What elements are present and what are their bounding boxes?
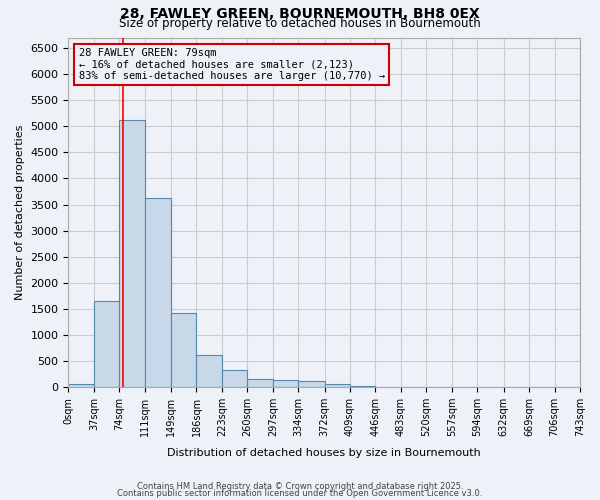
- Text: 28, FAWLEY GREEN, BOURNEMOUTH, BH8 0EX: 28, FAWLEY GREEN, BOURNEMOUTH, BH8 0EX: [120, 8, 480, 22]
- Bar: [325, 384, 350, 387]
- Y-axis label: Number of detached properties: Number of detached properties: [15, 124, 25, 300]
- Bar: [119, 120, 145, 387]
- Bar: [145, 198, 171, 387]
- Bar: [350, 386, 376, 387]
- Bar: [196, 356, 222, 387]
- Bar: [171, 313, 196, 387]
- Bar: [94, 301, 119, 387]
- Text: Contains HM Land Registry data © Crown copyright and database right 2025.: Contains HM Land Registry data © Crown c…: [137, 482, 463, 491]
- Bar: [222, 370, 247, 387]
- Text: Contains public sector information licensed under the Open Government Licence v3: Contains public sector information licen…: [118, 488, 482, 498]
- Bar: [273, 380, 298, 387]
- Bar: [376, 386, 401, 387]
- X-axis label: Distribution of detached houses by size in Bournemouth: Distribution of detached houses by size …: [167, 448, 481, 458]
- Bar: [68, 384, 94, 387]
- Text: Size of property relative to detached houses in Bournemouth: Size of property relative to detached ho…: [119, 18, 481, 30]
- Bar: [247, 379, 273, 387]
- Text: 28 FAWLEY GREEN: 79sqm
← 16% of detached houses are smaller (2,123)
83% of semi-: 28 FAWLEY GREEN: 79sqm ← 16% of detached…: [79, 48, 385, 81]
- Bar: [298, 382, 325, 387]
